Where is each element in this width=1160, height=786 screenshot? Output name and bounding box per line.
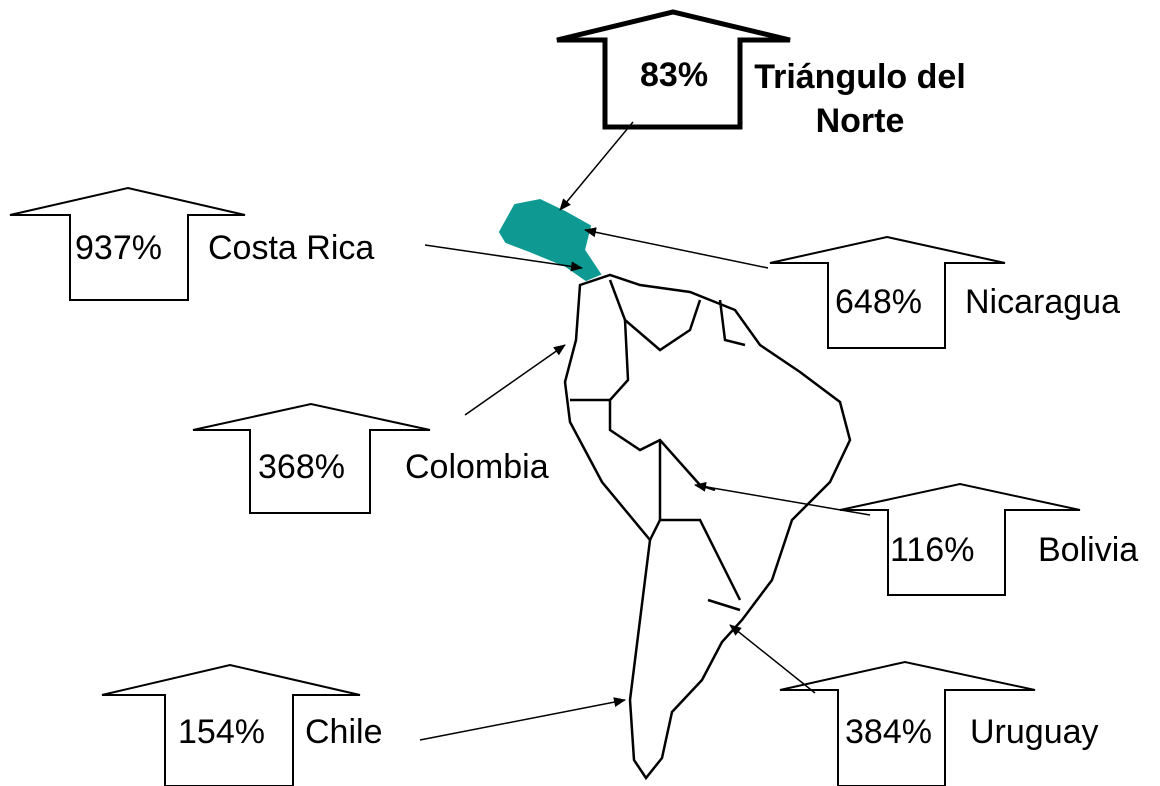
percent-label: 116% (890, 531, 975, 569)
percent-label: 937% (75, 229, 162, 267)
country-label: Colombia (405, 448, 549, 486)
up-arrow (839, 482, 1081, 596)
connector (419, 697, 626, 741)
connector (464, 344, 566, 416)
connector (559, 121, 634, 211)
percent-label: 384% (845, 713, 932, 751)
border (718, 299, 746, 347)
connector (584, 227, 769, 269)
up-arrow (101, 663, 361, 786)
border (608, 279, 702, 352)
border (648, 519, 662, 541)
up-arrow (769, 235, 1006, 349)
country-label: Costa Rica (208, 229, 375, 267)
central-america-region (498, 198, 602, 282)
country-label: Chile (305, 713, 383, 751)
up-arrow (556, 9, 791, 130)
connector (694, 481, 871, 516)
connector (729, 624, 816, 694)
up-arrow (9, 186, 246, 301)
up-arrow (779, 660, 1036, 786)
percent-label: 368% (258, 448, 345, 486)
country-label: Nicaragua (965, 283, 1120, 321)
country-label: Bolivia (1038, 531, 1139, 569)
country-label: Uruguay (970, 713, 1099, 751)
border (658, 440, 742, 601)
percent-label: 83% (640, 56, 709, 94)
up-arrow (192, 402, 431, 514)
region-label: Triángulo del Norte (754, 58, 966, 140)
border (608, 319, 716, 492)
connector (424, 244, 583, 272)
percent-label: 648% (835, 283, 922, 321)
south-america-outline (563, 273, 852, 781)
percent-label: 154% (178, 713, 265, 751)
border (707, 598, 741, 612)
